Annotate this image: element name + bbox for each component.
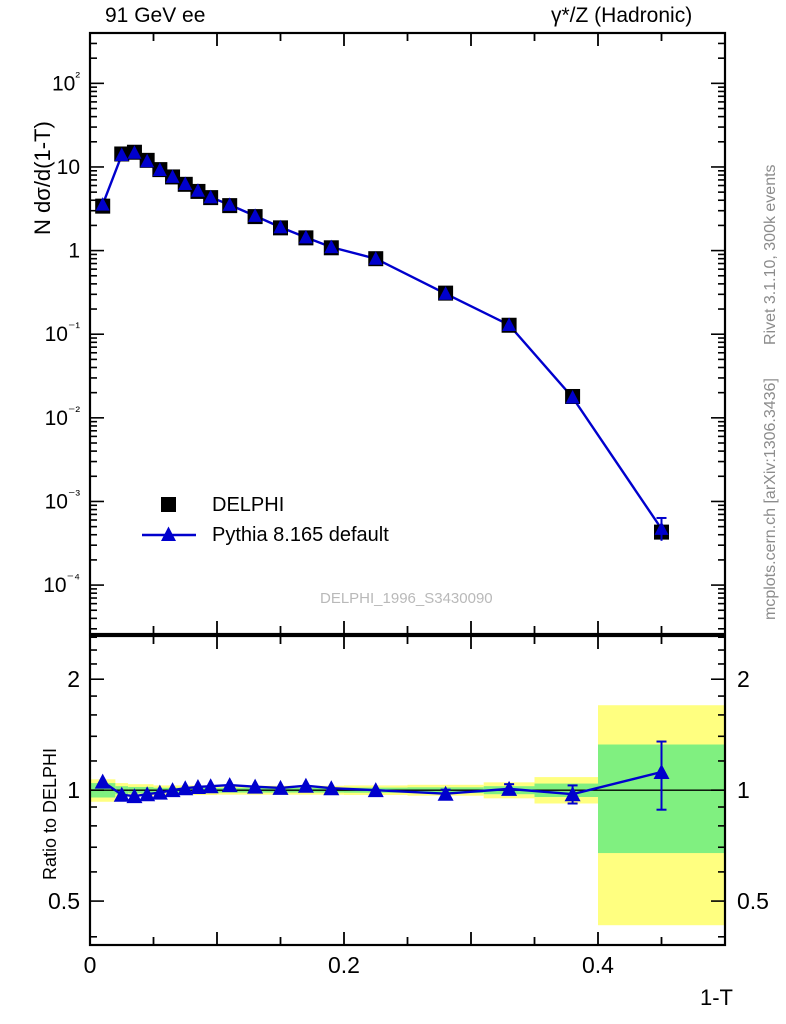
ratio-point-pythia <box>564 786 581 802</box>
x-axis-label: 1-T <box>700 985 733 1010</box>
data-point-pythia <box>324 239 339 254</box>
data-point-pythia <box>140 153 155 168</box>
ratio-point-pythia <box>272 779 289 795</box>
ratio-point-pythia <box>189 778 206 794</box>
main-y-tick-label: 10⁻² <box>45 403 81 430</box>
data-point-pythia <box>565 390 580 404</box>
data-point-pythia <box>152 162 167 176</box>
side-note-rivet: Rivet 3.1.10, 300k events <box>762 164 779 345</box>
ratio-point-pythia <box>202 778 219 794</box>
ratio-point-pythia <box>297 777 314 793</box>
data-point-pythia <box>222 197 237 211</box>
ratio-point-pythia <box>139 786 156 802</box>
legend-swatch-square <box>161 497 176 512</box>
legend-swatch-triangle <box>142 526 196 541</box>
mc-line <box>101 151 663 530</box>
ratio-point-pythia <box>323 780 340 796</box>
ratio-point-pythia <box>126 788 143 804</box>
legend: DELPHI Pythia 8.165 default <box>140 490 389 550</box>
ratio-point-pythia <box>113 786 130 802</box>
ratio-point-pythia <box>501 780 518 796</box>
legend-marker-triangle <box>161 526 176 541</box>
data-point-pythia <box>273 219 288 234</box>
main-panel-series <box>95 144 669 541</box>
ratio-point-pythia <box>177 780 194 796</box>
legend-label: Pythia 8.165 default <box>212 523 389 546</box>
main-y-tick-label: 10⁻⁴ <box>43 570 80 597</box>
data-point-pythia <box>298 229 313 244</box>
header-left-label: 91 GeV ee <box>105 4 206 27</box>
x-tick-label: 0.2 <box>328 952 360 978</box>
data-point-pythia <box>368 251 383 265</box>
ratio-uncertainty-bands <box>90 705 725 926</box>
analysis-watermark: DELPHI_1996_S3430090 <box>320 590 493 607</box>
main-y-tick-label: 10⁻¹ <box>45 319 81 346</box>
ratio-y-tick-label-right: 2 <box>737 666 750 692</box>
ratio-point-pythia <box>437 785 454 801</box>
ratio-panel-series <box>94 740 670 811</box>
legend-label: DELPHI <box>212 493 285 516</box>
ratio-point-pythia <box>247 778 264 794</box>
legend-item: DELPHI <box>140 490 389 520</box>
data-point-pythia <box>190 183 205 197</box>
x-tick-label: 0 <box>84 952 97 978</box>
ratio-y-tick-label-right: 0.5 <box>737 888 769 914</box>
ratio-point-pythia <box>367 782 384 798</box>
data-point-pythia <box>165 169 180 183</box>
ratio-y-tick-label-left: 0.5 <box>48 888 80 914</box>
side-note-mcplots: mcplots.cern.ch [arXiv:1306.3436] <box>762 378 779 620</box>
data-point-pythia <box>502 317 517 331</box>
ratio-y-tick-label-left: 2 <box>67 666 80 692</box>
ratio-point-pythia <box>653 764 670 780</box>
data-point-pythia <box>114 147 129 162</box>
ratio-point-pythia <box>164 782 181 798</box>
header-right-label: γ*/Z (Hadronic) <box>551 4 693 27</box>
data-point-pythia <box>438 286 453 300</box>
legend-item: Pythia 8.165 default <box>140 520 389 550</box>
main-y-tick-label: 1 <box>68 240 80 263</box>
ratio-point-pythia <box>221 777 238 793</box>
data-point-pythia <box>95 197 110 211</box>
main-y-tick-label: 10⁻³ <box>45 486 81 513</box>
data-point-pythia <box>178 176 193 191</box>
data-point-pythia <box>127 145 142 159</box>
main-y-axis-label: N dσ/d(1-T) <box>30 121 55 235</box>
main-y-tick-label: 10 <box>57 156 80 179</box>
ratio-point-pythia <box>94 773 111 789</box>
ratio-point-pythia <box>151 784 168 800</box>
ratio-y-tick-label-right: 1 <box>737 777 750 803</box>
data-point-pythia <box>203 189 218 204</box>
ratio-y-axis-label: Ratio to DELPHI <box>40 747 60 880</box>
axis-tick-labels: 10² 10 1 10⁻¹ 10⁻² 10⁻³ 10⁻⁴ 2 2 1 1 0.5 0.5 0 0.2 0.4 <box>43 68 769 978</box>
data-point-pythia <box>248 208 263 222</box>
x-tick-label: 0.4 <box>582 952 614 978</box>
legend-marker-square <box>161 497 176 512</box>
ratio-y-tick-label-left: 1 <box>67 777 80 803</box>
main-y-tick-label: 10² <box>52 68 80 95</box>
